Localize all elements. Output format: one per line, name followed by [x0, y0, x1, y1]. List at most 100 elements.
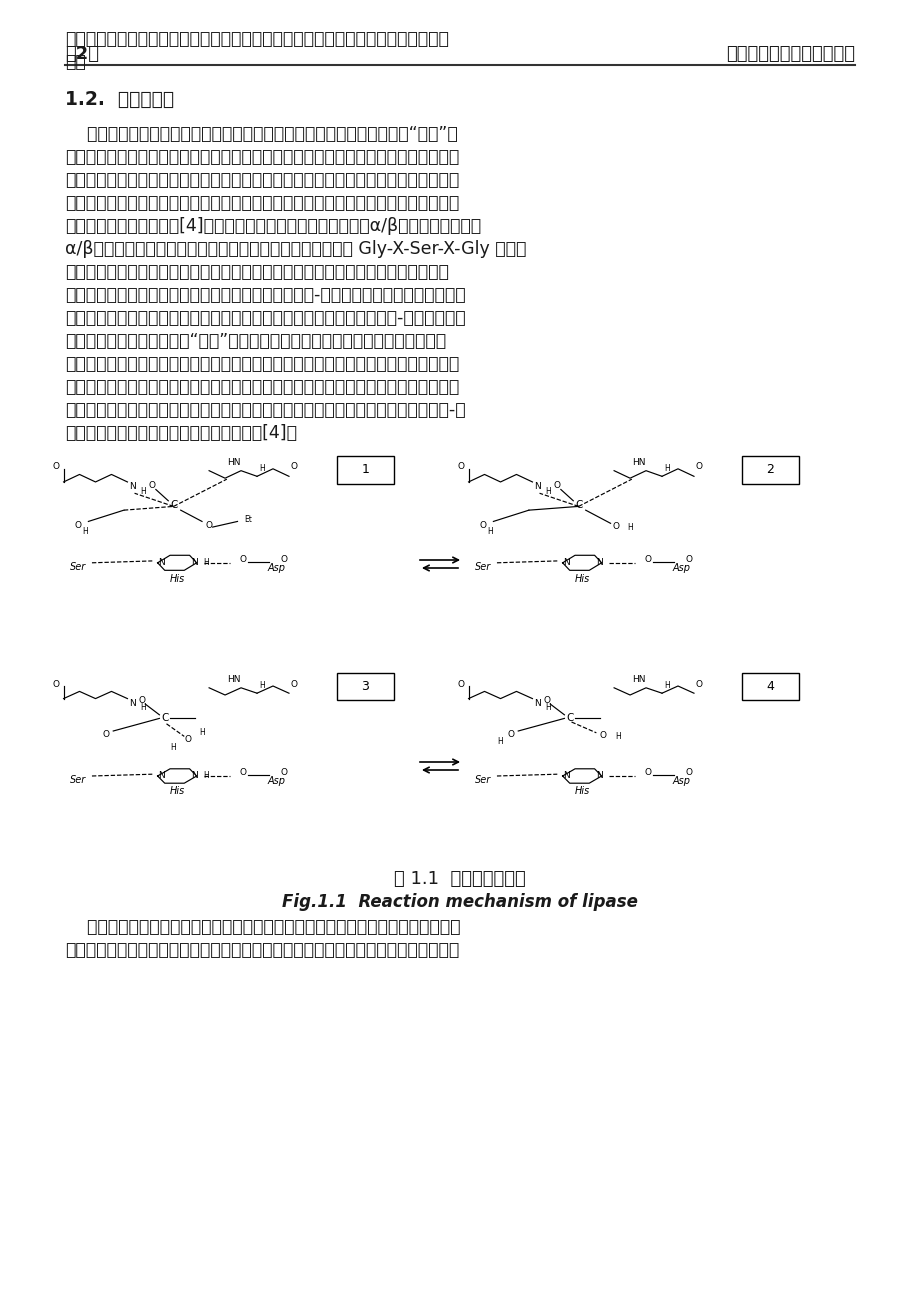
Text: O: O [479, 521, 486, 530]
Text: Asp: Asp [672, 776, 690, 786]
Text: 4: 4 [766, 681, 774, 694]
Text: O: O [685, 768, 691, 777]
Text: N: N [562, 772, 569, 780]
Text: H: H [545, 703, 550, 712]
Text: N: N [158, 772, 165, 780]
Text: O: O [643, 768, 651, 777]
Text: O: O [184, 736, 191, 745]
Text: N: N [130, 482, 136, 491]
Text: N: N [596, 772, 602, 780]
Text: 脂肪酶是多用途的生物催化剑。除了在自然界中催化甘油三酐的水解反应，生成脂: 脂肪酶是多用途的生物催化剑。除了在自然界中催化甘油三酐的水解反应，生成脂 [65, 918, 460, 936]
Text: O: O [542, 695, 550, 704]
Text: O: O [149, 482, 155, 491]
Text: His: His [169, 786, 185, 797]
Text: O: O [458, 462, 464, 471]
Text: 脂肪酶，简单的定义为催化长链甘油脂的水解和合成的罧酸脂酶。对于“长链”，: 脂肪酶，简单的定义为催化长链甘油脂的水解和合成的罧酸脂酶。对于“长链”， [65, 125, 458, 143]
Text: 肪酶的底物，甘油三油酸酐为标准底物。水解有小于十个碳原子的一个酰基链的甘油脂: 肪酶的底物，甘油三油酸酐为标准底物。水解有小于十个碳原子的一个酰基链的甘油脂 [65, 171, 459, 189]
Text: O: O [290, 462, 298, 471]
Text: C: C [170, 500, 177, 509]
Text: 连。脂解的酶的特征是：当它们在胶束或乳化底物的油-水界面作用时，它们的活性大大: 连。脂解的酶的特征是：当它们在胶束或乳化底物的油-水界面作用时，它们的活性大大 [65, 286, 465, 303]
Text: HN: HN [631, 676, 645, 684]
Text: O: O [103, 730, 109, 740]
Text: 性、反应条件温和、反应过程中功能基团无需保护和去保护，同时也很少用到有毒试: 性、反应条件温和、反应过程中功能基团无需保护和去保护，同时也很少用到有毒试 [65, 30, 448, 48]
Text: C: C [565, 713, 573, 724]
Text: H: H [664, 465, 670, 474]
Text: 时，活性中心被一个所谓的“盖子”覆盖着。然而，当疏水的物质出现时，盖子被打: 时，活性中心被一个所谓的“盖子”覆盖着。然而，当疏水的物质出现时，盖子被打 [65, 332, 446, 350]
Text: O: O [612, 522, 618, 531]
Text: N: N [534, 482, 540, 491]
Bar [336, 673, 393, 700]
Text: H: H [171, 742, 176, 751]
Text: 剂。: 剂。 [65, 53, 85, 72]
Text: H: H [259, 681, 265, 690]
Text: 1: 1 [361, 464, 369, 477]
Text: Ser: Ser [70, 561, 85, 572]
Text: 的亲核的丝氨酸残基，一个天门冬氨酸残基或谷氨酸残基以氢键与一个组氨酸残基相: 的亲核的丝氨酸残基，一个天门冬氨酸残基或谷氨酸残基以氢键与一个组氨酸残基相 [65, 263, 448, 281]
Text: H: H [627, 522, 632, 531]
Text: O: O [239, 555, 246, 564]
Text: H: H [203, 772, 209, 780]
Text: O: O [53, 680, 60, 689]
Text: H: H [497, 737, 503, 746]
Text: N: N [534, 699, 540, 707]
Text: N: N [130, 699, 136, 707]
Text: H: H [203, 559, 209, 568]
Text: His: His [573, 786, 589, 797]
Text: N: N [190, 772, 198, 780]
Text: 3: 3 [361, 681, 369, 694]
Text: O: O [290, 680, 298, 689]
Text: 并没有严格的定义，但是拥有一个大于等于十个碳原子的酰基链的甘油脂可被认为是脂: 并没有严格的定义，但是拥有一个大于等于十个碳原子的酰基链的甘油脂可被认为是脂 [65, 148, 459, 165]
Text: O: O [695, 462, 702, 471]
Text: Ser: Ser [474, 561, 491, 572]
Text: 的酶称为脂酶，如以甘油三丁酸酐作为标准底物。値得强调的一点是：大部分脂肪酶很: 的酶称为脂酶，如以甘油三丁酸酐作为标准底物。値得强调的一点是：大部分脂肪酶很 [65, 194, 459, 212]
Text: Asp: Asp [267, 564, 285, 573]
Bar [741, 456, 798, 484]
Text: O: O [280, 768, 287, 777]
Text: N: N [190, 559, 198, 568]
Text: H: H [545, 487, 550, 496]
Text: His: His [169, 574, 185, 583]
Text: H: H [199, 728, 205, 737]
Text: N: N [562, 559, 569, 568]
Text: O: O [205, 521, 212, 530]
Text: 华东理工大学硕士学位论文: 华东理工大学硕士学位论文 [725, 46, 854, 62]
Text: 2: 2 [766, 464, 774, 477]
Text: O: O [695, 680, 702, 689]
Text: H: H [82, 527, 87, 536]
Text: H: H [664, 681, 670, 690]
Text: HN: HN [227, 458, 241, 466]
Text: 1.2.  脂肪酶简介: 1.2. 脂肪酶简介 [65, 90, 174, 109]
Bar [741, 673, 798, 700]
Text: 第2页: 第2页 [65, 46, 99, 62]
Text: Fig.1.1  Reaction mechanism of lipase: Fig.1.1 Reaction mechanism of lipase [282, 893, 637, 911]
Bar [336, 456, 393, 484]
Text: O: O [685, 555, 691, 564]
Text: 的表面相互作用。盖子可能由一个单螺旋，或者两个螺旋或者一个环区组成。然而，并: 的表面相互作用。盖子可能由一个单螺旋，或者两个螺旋或者一个环区组成。然而，并 [65, 378, 459, 396]
Text: H: H [141, 487, 146, 496]
Text: α/β水解酶折叠的活性中心由三个残基组成：位于高度保守的 Gly-X-Ser-X-Gly 五肽中: α/β水解酶折叠的活性中心由三个残基组成：位于高度保守的 Gly-X-Ser-X… [65, 240, 526, 258]
Text: His: His [573, 574, 589, 583]
Text: HN: HN [227, 676, 241, 684]
Text: H: H [486, 527, 493, 536]
Text: H: H [614, 732, 619, 741]
Text: O: O [53, 462, 60, 471]
Text: Asp: Asp [267, 776, 285, 786]
Text: 肪酸和甘油外，脂肪酶还能催化酐化反应、转酐反应、酰胺化反应等。脂肪酶即使在诸: 肪酸和甘油外，脂肪酶还能催化酐化反应、转酐反应、酰胺化反应等。脂肪酶即使在诸 [65, 941, 459, 960]
Text: H: H [141, 703, 146, 712]
Text: O: O [553, 482, 561, 491]
Text: 不是所有的脂肪酶均表现出这种表面活性，如豚鼠的胰脂肪酶。这些脂肪酶在没有油-水: 不是所有的脂肪酶均表现出这种表面活性，如豚鼠的胰脂肪酶。这些脂肪酶在没有油-水 [65, 401, 465, 419]
Text: 开，使催化残基接近于底物，并且暴露出一个大的疏水表面。推测这个疏水表面和盖子: 开，使催化残基接近于底物，并且暴露出一个大的疏水表面。推测这个疏水表面和盖子 [65, 355, 459, 372]
Text: HN: HN [631, 458, 645, 466]
Text: N: N [596, 559, 602, 568]
Text: O: O [507, 730, 514, 740]
Text: Et: Et [244, 516, 252, 525]
Text: O: O [458, 680, 464, 689]
Text: 图 1.1  肪酶的催化机制: 图 1.1 肪酶的催化机制 [393, 870, 526, 888]
Text: Asp: Asp [672, 564, 690, 573]
Text: 界面存在时，缺乏一个覆盖活性中心的盖子[4]。: 界面存在时，缺乏一个覆盖活性中心的盖子[4]。 [65, 424, 297, 441]
Text: C: C [574, 500, 582, 509]
Text: O: O [599, 730, 607, 740]
Text: H: H [259, 465, 265, 474]
Text: C: C [161, 713, 168, 724]
Text: Ser: Ser [474, 775, 491, 785]
